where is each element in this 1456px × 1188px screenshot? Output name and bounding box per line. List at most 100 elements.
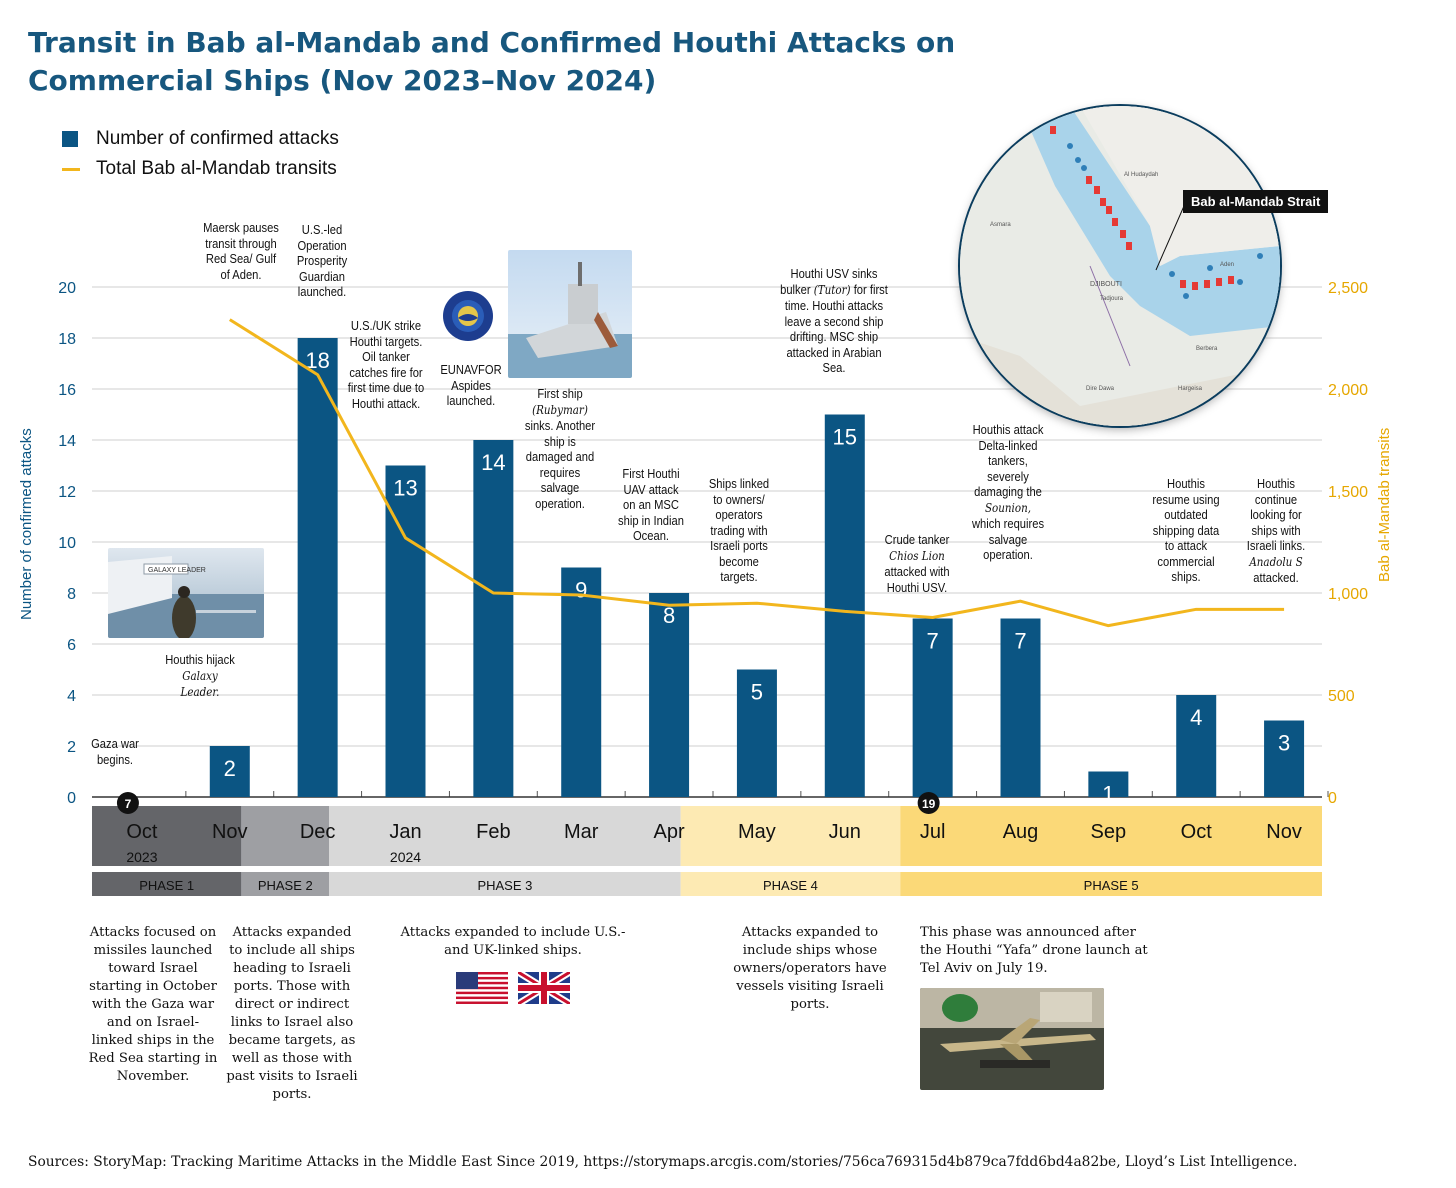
x-tick-label: Mar: [564, 821, 599, 843]
y-left-tick-label: 12: [58, 484, 76, 501]
photo-galaxy-leader: GALAXY LEADER: [108, 548, 264, 638]
bar-data-label: 8: [663, 603, 675, 628]
annotation-oct-2024: Houthis resume using outdated shipping d…: [1152, 476, 1220, 584]
year-label-2024: 2024: [390, 849, 421, 865]
phase-3-note: Attacks expanded to include U.S.- and UK…: [400, 925, 626, 958]
map-place-berbera: Berbera: [1196, 346, 1218, 352]
phase-label: PHASE 2: [258, 878, 313, 893]
uk-flag-icon: [516, 969, 572, 1009]
bar: [209, 746, 250, 797]
month-band-segment: [329, 806, 681, 866]
photo-rubymar: [508, 250, 632, 378]
phase-bar: [241, 872, 330, 896]
annotation-jun: Houthi USV sinks bulker (Tutor) for firs…: [780, 266, 888, 375]
legend-label-transits: Total Bab al-Mandab transits: [96, 158, 337, 179]
month-band-segment: [900, 806, 1322, 866]
map-bab-al-mandab: DJIBOUTI Tadjoura Al Hudaydah Asmara Ade…: [960, 106, 1280, 426]
y-left-tick-label: 16: [58, 382, 76, 399]
photo-yafa-drone: [920, 988, 1104, 1090]
x-tick-label: Jun: [829, 821, 861, 843]
map-place-tadjoura: Tadjoura: [1100, 296, 1124, 302]
phase-4-note: Attacks expanded to include ships whose …: [733, 925, 887, 1012]
event-marker: [917, 792, 940, 814]
photo-ship-name: GALAXY LEADER: [148, 567, 206, 574]
bar-data-label: 1: [1102, 782, 1114, 807]
y-left-tick-label: 8: [67, 586, 76, 603]
map-strait-label: Bab al-Mandab Strait: [1183, 190, 1329, 213]
legend-item-attacks: Number of confirmed attacks: [62, 124, 339, 154]
x-tick-label: Apr: [654, 821, 685, 843]
x-tick-label: Dec: [300, 821, 336, 843]
y-right-tick-label: 1,500: [1328, 484, 1368, 501]
y-axis-right-label: Bab al-Mandab transits: [1376, 427, 1393, 582]
x-tick-label: Feb: [476, 821, 510, 843]
bar: [385, 465, 426, 797]
x-tick-label: May: [738, 821, 776, 843]
bar: [1176, 695, 1217, 797]
y-left-tick-label: 10: [58, 535, 76, 552]
x-tick-label: Oct: [126, 821, 158, 843]
month-band-segment: [241, 806, 330, 866]
x-tick-label: Nov: [212, 821, 248, 843]
phase-bar: [92, 872, 242, 896]
phase-bar: [329, 872, 681, 896]
x-tick-label: Nov: [1266, 821, 1302, 843]
bar-data-label: 7: [1014, 629, 1026, 654]
bar-data-label: 5: [751, 680, 763, 705]
bar: [297, 338, 338, 797]
annotation-mar: First ship (Rubymar) sinks. Another ship i…: [524, 386, 596, 511]
bar-data-label: 2: [224, 756, 236, 781]
bar-data-label: 3: [1278, 731, 1290, 756]
strait-leader-line: [1155, 205, 1185, 271]
bar: [736, 669, 777, 797]
map-place-dire-dawa: Dire Dawa: [1086, 386, 1115, 392]
bar-data-label: 13: [393, 476, 417, 501]
x-tick-label: Jul: [920, 821, 946, 843]
y-left-tick-label: 0: [67, 790, 76, 807]
annotation-nov-2024: Houthis continue looking for ships with …: [1246, 476, 1306, 585]
y-right-tick-label: 0: [1328, 790, 1337, 807]
y-left-tick-label: 14: [58, 433, 76, 450]
bar-data-label: 14: [481, 450, 505, 475]
event-marker-label: 19: [922, 797, 936, 811]
phase-bar: [900, 872, 1322, 896]
bar: [824, 414, 865, 797]
y-left-tick-label: 2: [67, 739, 76, 756]
legend-swatch-bar: [62, 131, 78, 147]
map-place-aden: Aden: [1220, 262, 1234, 268]
x-tick-label: Sep: [1091, 821, 1127, 843]
x-tick-label: Oct: [1181, 821, 1213, 843]
y-right-tick-label: 2,500: [1328, 280, 1368, 297]
annotation-oct: Gaza war begins.: [91, 736, 139, 767]
y-right-tick-label: 2,000: [1328, 382, 1368, 399]
legend-label-attacks: Number of confirmed attacks: [96, 128, 339, 149]
event-marker: [116, 792, 139, 814]
year-label-2023: 2023: [126, 849, 157, 865]
y-right-tick-label: 500: [1328, 688, 1355, 705]
phase-label: PHASE 5: [1084, 878, 1139, 893]
annotation-jul: Crude tanker Chios Lion attacked with Hout…: [884, 532, 950, 595]
annotation-aug: Houthis attack Delta-linked tankers, sev…: [971, 422, 1045, 562]
map-place-hargeisa: Hargeisa: [1178, 386, 1203, 392]
annotation-may: Ships linked to owners/ operators tradin…: [708, 476, 770, 584]
event-marker-label: 7: [125, 797, 132, 811]
phase-label: PHASE 4: [763, 878, 818, 893]
y-right-tick-label: 1,000: [1328, 586, 1368, 603]
legend: Number of confirmed attacks Total Bab al…: [62, 124, 339, 184]
month-band-segment: [680, 806, 901, 866]
bar: [473, 440, 514, 797]
y-left-tick-label: 6: [67, 637, 76, 654]
map-place-asmara: Asmara: [990, 222, 1011, 228]
legend-item-transits: Total Bab al-Mandab transits: [62, 154, 339, 184]
y-left-tick-label: 20: [58, 280, 76, 297]
us-flag-icon: [456, 972, 508, 1009]
annotation-dec: U.S.-led Operation Prosperity Guardian l…: [296, 222, 348, 299]
annotation-nov-top: Maersk pauses transit through Red Sea/ G…: [203, 220, 279, 282]
phase-2-note: Attacks expanded to include all ships he…: [226, 925, 358, 1102]
x-tick-label: Aug: [1003, 821, 1039, 843]
annotation-apr: First Houthi UAV attack on an MSC ship i…: [618, 466, 684, 543]
source-note: Sources: StoryMap: Tracking Maritime Att…: [28, 1154, 1298, 1170]
bar-data-label: 7: [927, 629, 939, 654]
bar: [1088, 771, 1129, 797]
